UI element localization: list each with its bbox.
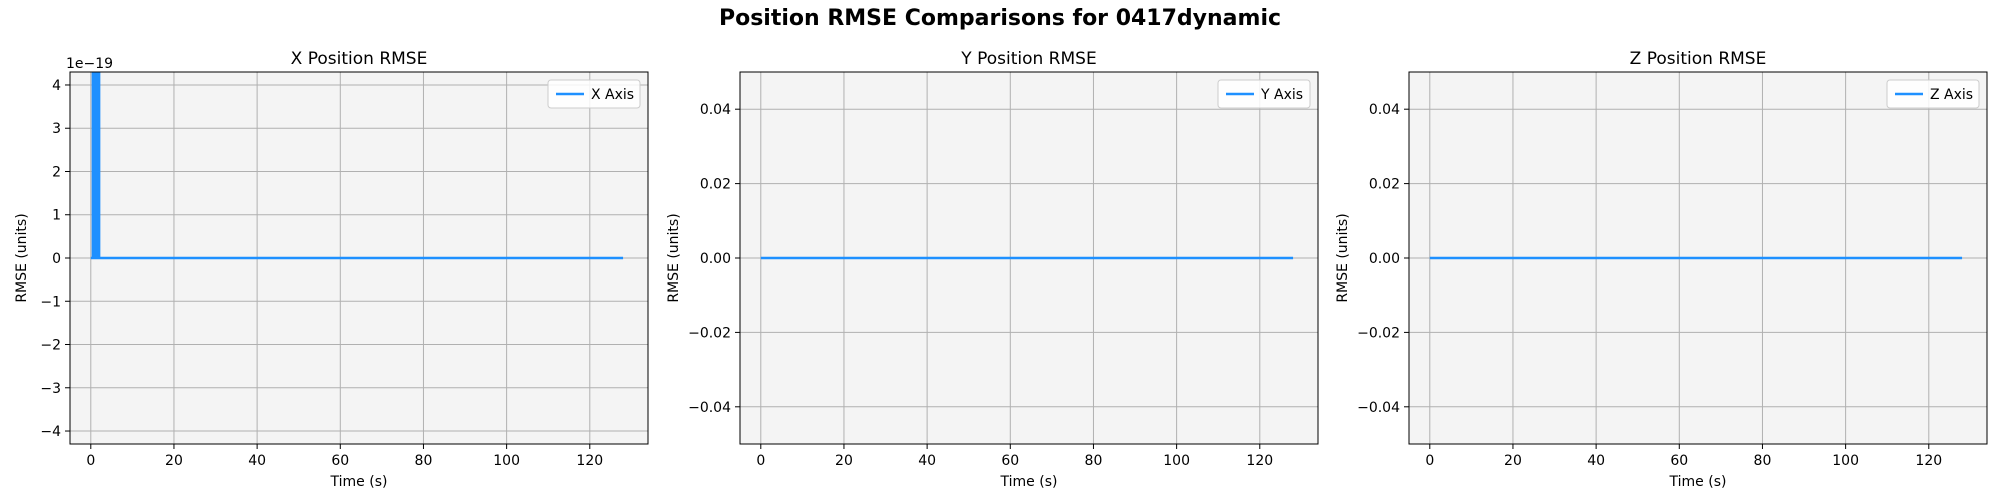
x-tick-label-x-0: 0 [86, 453, 95, 469]
x-tick-label-y-2: 40 [918, 453, 936, 469]
panel-y: 0 20 40 60 80 100 120 −0.04 −0.02 0.00 0.02 0.04 Y P… [666, 49, 1319, 490]
panel-title-z: Z Position RMSE [1630, 49, 1767, 69]
y-tick-label-z-3: 0.02 [1369, 177, 1400, 193]
x-tick-label-z-5: 100 [1832, 453, 1859, 469]
x-tick-label-z-6: 120 [1915, 453, 1942, 469]
x-tick-label-z-4: 80 [1754, 453, 1772, 469]
y-tick-label-y-2: 0.00 [700, 251, 731, 267]
x-tick-label-x-3: 60 [331, 453, 349, 469]
y-tick-label-z-4: 0.04 [1369, 102, 1400, 118]
y-tick-label-x-2: −2 [40, 338, 61, 354]
y-axis-label-x: RMSE (units) [14, 213, 30, 302]
panel-z: 0 20 40 60 80 100 120 −0.04 −0.02 0.00 0.02 0.04 Z P… [1335, 49, 1988, 490]
y-tick-label-x-4: 0 [52, 251, 61, 267]
panel-x: 0 20 40 60 80 100 120 −4 −3 −2 −1 0 1 2 3 4 1e−19 X Posit… [14, 49, 649, 490]
legend-box-y [1217, 79, 1311, 109]
y-tick-label-z-0: −0.04 [1357, 400, 1400, 416]
series-burst-x [91, 72, 101, 258]
panel-title-y: Y Position RMSE [960, 49, 1096, 69]
y-tick-label-x-7: 3 [52, 121, 61, 137]
x-tick-label-y-5: 100 [1163, 453, 1190, 469]
y-tick-label-y-3: 0.02 [700, 177, 731, 193]
x-tick-label-z-3: 60 [1670, 453, 1688, 469]
y-tick-label-y-4: 0.04 [700, 102, 731, 118]
x-tick-label-y-0: 0 [756, 453, 765, 469]
y-offset-label-x: 1e−19 [66, 56, 113, 72]
legend-box-x [547, 79, 641, 109]
x-tick-label-x-5: 100 [493, 453, 520, 469]
y-tick-label-y-1: −0.02 [688, 325, 731, 341]
legend-label-z: Z Axis [1930, 87, 1973, 103]
y-tick-label-y-0: −0.04 [688, 400, 731, 416]
y-tick-label-x-1: −3 [40, 381, 61, 397]
x-tick-label-x-1: 20 [165, 453, 183, 469]
y-tick-label-z-2: 0.00 [1369, 251, 1400, 267]
x-tick-label-y-4: 80 [1085, 453, 1103, 469]
figure-title: Position RMSE Comparisons for 0417dynami… [718, 6, 1282, 31]
y-axis-label-y: RMSE (units) [666, 213, 682, 302]
x-tick-label-x-4: 80 [415, 453, 433, 469]
legend-box-z [1886, 79, 1980, 109]
x-axis-label-x: Time (s) [330, 474, 388, 490]
x-tick-label-x-2: 40 [248, 453, 266, 469]
y-tick-label-x-3: −1 [40, 294, 61, 310]
y-tick-label-x-6: 2 [52, 164, 61, 180]
x-tick-label-x-6: 120 [576, 453, 603, 469]
legend-label-y: Y Axis [1260, 87, 1303, 103]
y-axis-label-z: RMSE (units) [1335, 213, 1351, 302]
x-tick-label-y-3: 60 [1001, 453, 1019, 469]
y-tick-label-z-1: −0.02 [1357, 325, 1400, 341]
x-tick-label-z-1: 20 [1504, 453, 1522, 469]
y-tick-label-x-0: −4 [40, 424, 61, 440]
y-tick-label-x-8: 4 [52, 78, 61, 94]
x-axis-label-z: Time (s) [1669, 474, 1727, 490]
x-tick-label-y-1: 20 [835, 453, 853, 469]
x-tick-label-z-2: 40 [1587, 453, 1605, 469]
y-tick-label-x-5: 1 [52, 208, 61, 224]
legend-label-x: X Axis [591, 87, 634, 103]
panel-title-x: X Position RMSE [291, 49, 428, 69]
x-tick-label-y-6: 120 [1246, 453, 1273, 469]
x-tick-label-z-0: 0 [1425, 453, 1434, 469]
x-axis-label-y: Time (s) [1000, 474, 1058, 490]
